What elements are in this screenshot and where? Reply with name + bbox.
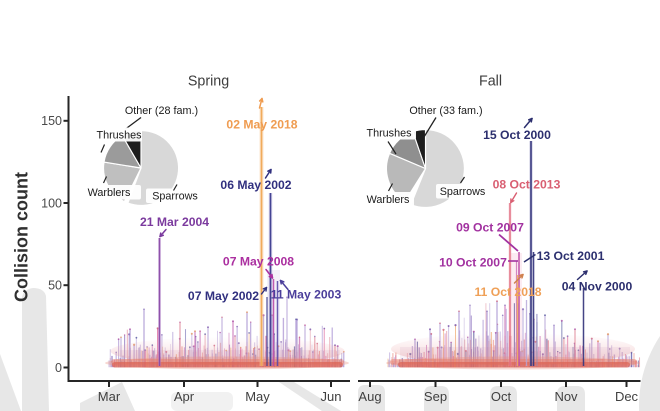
svg-text:Collision count: Collision count xyxy=(12,172,32,302)
svg-text:50: 50 xyxy=(48,279,62,293)
svg-text:Jun: Jun xyxy=(321,389,342,404)
svg-text:Other (33 fam.): Other (33 fam.) xyxy=(409,105,482,117)
svg-text:11 May 2003: 11 May 2003 xyxy=(271,288,342,302)
svg-text:10 Oct 2007: 10 Oct 2007 xyxy=(439,256,507,270)
svg-text:Mar: Mar xyxy=(98,389,121,404)
svg-text:Aug: Aug xyxy=(358,389,381,404)
svg-text:09 Oct 2007: 09 Oct 2007 xyxy=(456,221,524,235)
svg-text:Sparrows: Sparrows xyxy=(440,186,486,198)
svg-text:Nov: Nov xyxy=(554,389,578,404)
svg-text:Warblers: Warblers xyxy=(367,194,410,206)
svg-text:13 Oct 2001: 13 Oct 2001 xyxy=(537,249,605,263)
svg-text:07 May 2008: 07 May 2008 xyxy=(223,255,294,269)
svg-text:02 May 2018: 02 May 2018 xyxy=(226,118,297,132)
svg-text:04 Nov 2000: 04 Nov 2000 xyxy=(562,280,633,294)
svg-text:Dec: Dec xyxy=(615,389,639,404)
svg-text:Apr: Apr xyxy=(174,389,195,404)
svg-text:Warblers: Warblers xyxy=(88,187,131,199)
svg-text:08 Oct 2013: 08 Oct 2013 xyxy=(493,178,561,192)
svg-text:Other (28 fam.): Other (28 fam.) xyxy=(125,105,198,117)
svg-text:Oct: Oct xyxy=(491,389,512,404)
svg-text:Sep: Sep xyxy=(424,389,447,404)
svg-text:Fall: Fall xyxy=(479,73,502,89)
svg-text:21 Mar 2004: 21 Mar 2004 xyxy=(140,215,209,229)
svg-text:100: 100 xyxy=(41,196,62,210)
svg-text:Spring: Spring xyxy=(188,73,229,89)
svg-text:07 May 2002: 07 May 2002 xyxy=(188,289,259,303)
svg-text:Sparrows: Sparrows xyxy=(152,191,198,203)
svg-text:0: 0 xyxy=(55,361,62,375)
svg-text:06 May 2002: 06 May 2002 xyxy=(220,178,291,192)
svg-text:May: May xyxy=(245,389,270,404)
svg-text:150: 150 xyxy=(41,114,62,128)
svg-text:Thrushes: Thrushes xyxy=(96,129,142,141)
svg-text:11 Oct 2018: 11 Oct 2018 xyxy=(474,285,541,299)
svg-text:15 Oct 2000: 15 Oct 2000 xyxy=(483,128,551,142)
svg-text:Thrushes: Thrushes xyxy=(366,127,412,139)
